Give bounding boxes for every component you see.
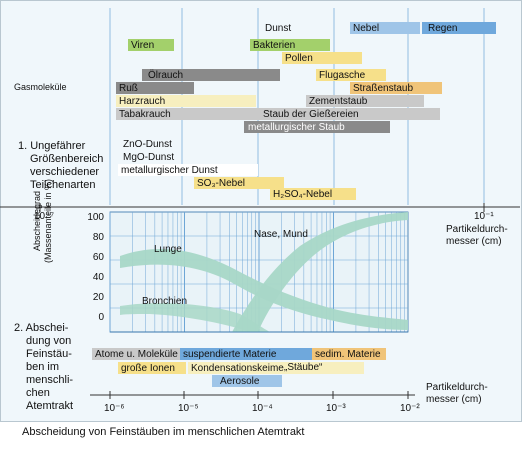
- label-bronchien: Bronchien: [142, 296, 188, 307]
- bar-flugasche: Flugasche: [316, 69, 386, 81]
- bar-mgo-dunst: MgO-Dunst: [123, 152, 175, 163]
- x-tick-3: 10⁻⁴: [252, 403, 273, 414]
- bar-sedim-materie: sedim. Materie: [312, 348, 386, 360]
- bar-pollen: Pollen: [282, 52, 362, 64]
- bar-viren: Viren: [128, 39, 174, 51]
- bar-suspendierte-materie: suspendierte Materie: [180, 348, 312, 360]
- y-axis-label: Abscheidegrad (Massenanteile in %): [32, 178, 53, 264]
- label-nase-mund: Nase, Mund: [254, 229, 308, 240]
- x-tick-1: 10⁻⁶: [104, 403, 125, 414]
- bar-bakterien: Bakterien: [250, 39, 330, 51]
- curve-bronchien: [120, 303, 270, 332]
- upper-axis-label: Partikeldurch- messer (cm): [446, 224, 508, 247]
- bar-aerosole: Aerosole: [212, 375, 282, 387]
- label-lunge: Lunge: [154, 244, 182, 255]
- curve-nase-mund: [232, 212, 408, 332]
- bar-grosse-ionen: große Ionen: [118, 362, 186, 374]
- bar-staub-giessereien: Staub der Gießereien: [260, 108, 440, 120]
- bar-oelrauch: Ölrauch: [142, 69, 280, 81]
- bar-metallurgischer-staub: metallurgischer Staub: [244, 121, 390, 133]
- bar-dunst: Dunst: [265, 23, 292, 34]
- bar-metallurgischer-dunst: metallurgischer Dunst: [118, 164, 258, 176]
- bar-harzrauch: Harzrauch: [116, 95, 256, 107]
- lower-axis-label: Partikeldurch- messer (cm): [426, 382, 488, 405]
- bar-regen: Regen: [422, 22, 496, 34]
- upper-tick-min: 10⁻⁷: [34, 211, 55, 222]
- gas-label: Gasmoleküle: [14, 82, 67, 92]
- bar-russ: Ruß: [116, 82, 194, 94]
- bar-atome-molekuele: Atome u. Moleküle: [92, 348, 180, 360]
- x-tick-4: 10⁻³: [326, 403, 346, 414]
- label-staeube: „Stäube“: [284, 362, 323, 373]
- bar-kondensationskeime: Kondensationskeime: [188, 362, 364, 374]
- bar-zno-dunst: ZnO-Dunst: [123, 139, 172, 150]
- bar-zementstaub: Zementstaub: [306, 95, 424, 107]
- section2-title: 2. Abschei- dung von Feinstäu- ben im me…: [14, 322, 74, 412]
- x-tick-5: 10⁻²: [400, 403, 420, 414]
- upper-tick-max: 10⁻¹: [474, 211, 494, 222]
- bar-tabakrauch: Tabakrauch: [116, 108, 260, 120]
- bar-so3-nebel: SO₃-Nebel: [194, 177, 284, 189]
- bar-nebel: Nebel: [350, 22, 420, 34]
- bar-h2so4-nebel: H₂SO₄-Nebel: [270, 188, 356, 200]
- y-tick-labels: 100 80 60 40 20 0: [87, 212, 104, 323]
- section1-title: 1. Ungefährer Größenbereich verschiedene…: [18, 140, 104, 191]
- x-tick-2: 10⁻⁵: [178, 403, 199, 414]
- figure-caption: Abscheidung von Feinstäuben im menschlic…: [22, 426, 305, 438]
- bar-strassenstaub: Straßenstaub: [350, 82, 442, 94]
